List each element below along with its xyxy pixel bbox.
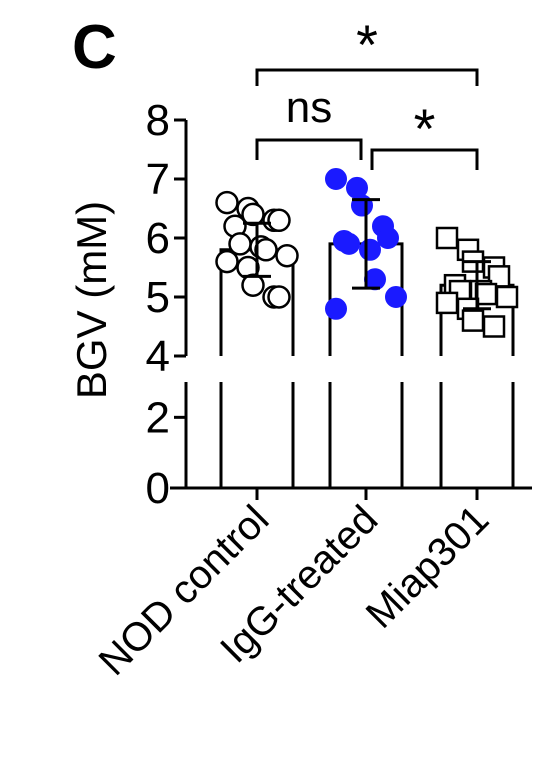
y-tick-label: 6 (146, 214, 170, 263)
data-point (385, 286, 407, 308)
y-tick-label: 0 (146, 464, 170, 513)
points-layer (215, 168, 519, 338)
data-point (325, 297, 347, 320)
data-point (435, 291, 459, 315)
significance-label: ns (286, 83, 332, 132)
significance-bracket (255, 68, 479, 86)
panel-label: C (72, 13, 117, 82)
significance-label: * (414, 97, 436, 160)
y-tick-label: 2 (146, 393, 170, 442)
data-point (377, 227, 399, 249)
data-point (267, 208, 291, 233)
y-tick-label: 7 (146, 155, 170, 204)
significance-bracket (255, 138, 363, 160)
significance-label: * (356, 13, 378, 76)
data-point (275, 243, 299, 268)
data-point (241, 202, 265, 227)
y-tick-label: 5 (146, 273, 170, 322)
axes-layer (170, 118, 532, 500)
y-axis-title: BGV (mM) (68, 201, 115, 399)
data-point (325, 168, 347, 190)
data-point (495, 285, 519, 309)
data-point (215, 249, 239, 274)
data-point (267, 285, 291, 309)
data-point (359, 238, 381, 261)
data-point (338, 232, 360, 255)
significance-layer: ns * * (255, 13, 479, 170)
data-point (228, 232, 252, 256)
data-point (435, 226, 459, 250)
data-point (461, 309, 485, 332)
data-point (254, 238, 278, 262)
data-point (215, 190, 239, 215)
significance-bracket (370, 148, 479, 170)
data-point (482, 315, 506, 338)
y-tick-label: 8 (146, 96, 170, 145)
data-point (241, 273, 265, 297)
y-tick-label: 4 (146, 332, 170, 381)
x-category-label: Miap301 (358, 497, 498, 637)
